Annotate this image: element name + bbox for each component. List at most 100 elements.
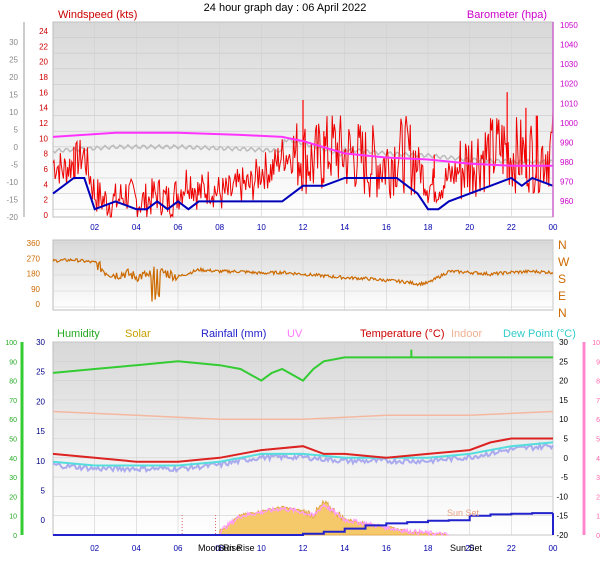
rainfall-tick-label: 0 xyxy=(41,516,46,525)
windspeed-tick-label: 4 xyxy=(44,180,49,189)
temperature-legend: Humidity Solar Rainfall (mm) UV Temperat… xyxy=(57,328,576,340)
humidity-tick-label: 90 xyxy=(9,359,17,366)
barometer-tick-label: 990 xyxy=(560,138,574,147)
legend-uv: UV xyxy=(287,328,303,340)
windspeed-tick-label: 0 xyxy=(44,211,49,220)
windspeed-tick-label: 24 xyxy=(39,27,48,36)
humidity-tick-label: 60 xyxy=(9,417,17,424)
uv-tick-label: 10 xyxy=(592,340,600,347)
rainfall-line xyxy=(53,512,553,536)
windspeed-tick-label: 8 xyxy=(44,150,49,159)
uv-line xyxy=(219,503,449,537)
uv-tick-label: 9 xyxy=(596,359,600,366)
outer-temp-tick-label: 5 xyxy=(14,126,19,135)
humidity-line xyxy=(52,356,553,382)
legend-humidity: Humidity xyxy=(57,328,100,340)
legend-indoor: Indoor xyxy=(451,328,483,340)
outer-temp-tick-label: 30 xyxy=(9,38,18,47)
barometer-tick-label: 1000 xyxy=(560,119,578,128)
humidity-tick-label: 100 xyxy=(5,340,17,347)
direction-tick-label: 0 xyxy=(36,300,41,309)
humidity-tick-label: 0 xyxy=(13,533,17,540)
outer-temp-tick-label: 20 xyxy=(9,73,18,82)
rainfall-tick-label: 15 xyxy=(36,427,45,436)
temperature-line xyxy=(52,437,553,463)
temperature-right-tick-label: 25 xyxy=(559,357,568,366)
compass-label: S xyxy=(558,272,566,286)
lavender-line xyxy=(52,441,554,474)
sun-rise-label: Sun Rise xyxy=(218,543,255,553)
uv-tick-label: 4 xyxy=(596,456,600,463)
temperature-x-tick-label: 00 xyxy=(549,544,558,553)
compass-label: W xyxy=(558,255,570,269)
windspeed-tick-label: 16 xyxy=(39,88,48,97)
temperature-x-tick-label: 08 xyxy=(215,544,224,553)
barometer-tick-label: 970 xyxy=(560,178,574,187)
windspeed-tick-label: 6 xyxy=(44,165,49,174)
windspeed-tick-label: 22 xyxy=(39,42,48,51)
windspeed-tick-label: 20 xyxy=(39,58,48,67)
humidity-tick-label: 10 xyxy=(9,514,17,521)
wind-x-tick-label: 04 xyxy=(132,223,141,232)
temperature-right-tick-label: 15 xyxy=(559,396,568,405)
direction-tick-label: 180 xyxy=(27,270,41,279)
wind-direction-line xyxy=(52,258,554,302)
uv-tick-label: 2 xyxy=(596,494,600,501)
humidity-tick-label: 50 xyxy=(9,437,17,444)
sun-set-bottom-label: Sun Set xyxy=(450,543,483,553)
direction-tick-label: 90 xyxy=(31,285,40,294)
windspeed-tick-label: 10 xyxy=(39,134,48,143)
wind-x-tick-label: 00 xyxy=(549,223,558,232)
temperature-x-tick-label: 16 xyxy=(382,544,391,553)
barometer-tick-label: 1020 xyxy=(560,80,578,89)
temperature-right-tick-label: -15 xyxy=(556,512,568,521)
wind-x-tick-label: 06 xyxy=(174,223,183,232)
temperature-right-tick-label: 5 xyxy=(564,435,569,444)
windspeed-tick-label: 14 xyxy=(39,104,48,113)
temperature-x-tick-label: 02 xyxy=(90,544,99,553)
wind-x-tick-label: 12 xyxy=(299,223,308,232)
temperature-x-tick-label: 12 xyxy=(299,544,308,553)
rainfall-tick-label: 10 xyxy=(36,457,45,466)
humidity-tick-label: 70 xyxy=(9,398,17,405)
temperature-right-tick-label: -5 xyxy=(561,473,569,482)
uv-tick-label: 1 xyxy=(596,514,600,521)
compass-label: N xyxy=(558,238,567,252)
temperature-x-tick-label: 06 xyxy=(174,544,183,553)
outer-temp-tick-label: 10 xyxy=(9,108,18,117)
outer-temp-tick-label: 25 xyxy=(9,56,18,65)
temperature-right-tick-label: 30 xyxy=(559,338,568,347)
uv-tick-label: 5 xyxy=(596,437,600,444)
rainfall-tick-label: 5 xyxy=(41,486,46,495)
wind-x-tick-label: 10 xyxy=(257,223,266,232)
temperature-right-tick-label: 10 xyxy=(559,415,568,424)
outer-temp-tick-label: -10 xyxy=(6,178,18,187)
dewpoint-line xyxy=(52,441,554,467)
legend-solar: Solar xyxy=(125,328,151,340)
temperature-x-tick-label: 22 xyxy=(507,544,516,553)
humidity-tick-label: 30 xyxy=(9,475,17,482)
compass-label: E xyxy=(558,289,566,303)
temperature-right-tick-label: -10 xyxy=(556,492,568,501)
temperature-panel: Humidity Solar Rainfall (mm) UV Temperat… xyxy=(5,328,600,553)
temperature-right-tick-label: -20 xyxy=(556,531,568,540)
barometer-line xyxy=(52,131,553,167)
windspeed-tick-label: 2 xyxy=(44,196,49,205)
sun-set-label: Sun Set xyxy=(447,508,480,518)
barometer-tick-label: 1050 xyxy=(560,21,578,30)
wind-x-tick-label: 02 xyxy=(90,223,99,232)
temperature-x-tick-label: 04 xyxy=(132,544,141,553)
indoor-line xyxy=(52,410,554,420)
uv-tick-label: 0 xyxy=(596,533,600,540)
outer-temp-tick-label: -15 xyxy=(6,196,18,205)
outer-temp-tick-label: 15 xyxy=(9,91,18,100)
rainfall-tick-label: 30 xyxy=(36,338,45,347)
windspeed-tick-label: 18 xyxy=(39,73,48,82)
direction-tick-label: 360 xyxy=(27,239,41,248)
wind-x-tick-label: 08 xyxy=(215,223,224,232)
barometer-tick-label: 980 xyxy=(560,158,574,167)
temperature-right-tick-label: 20 xyxy=(559,377,568,386)
legend-dewpoint: Dew Point (°C) xyxy=(503,328,576,340)
